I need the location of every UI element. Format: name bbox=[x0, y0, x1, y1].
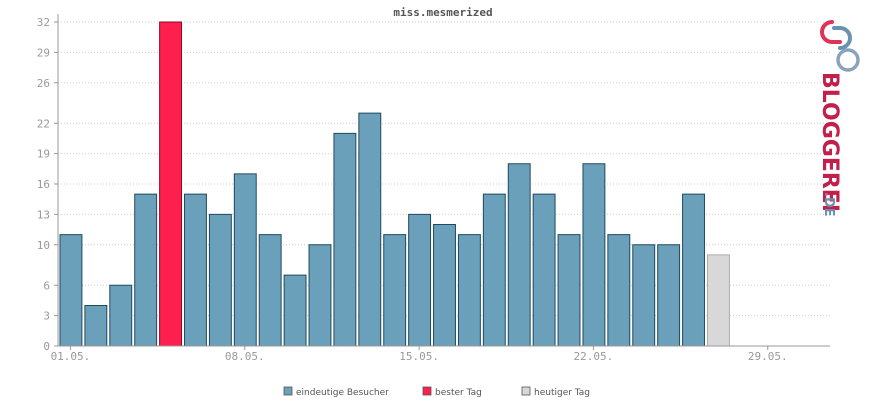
bar bbox=[482, 193, 506, 347]
bar bbox=[84, 305, 108, 347]
y-tick-label: 32 bbox=[37, 16, 50, 29]
logo-icon bbox=[820, 20, 860, 72]
bar bbox=[657, 244, 681, 347]
bar bbox=[457, 234, 481, 347]
legend-item: bester Tag bbox=[422, 386, 482, 398]
bar bbox=[433, 224, 456, 347]
y-tick-labels: 0 3 6 10 13 16 19 22 26 29 32 bbox=[37, 16, 58, 353]
bar bbox=[184, 193, 207, 347]
bar bbox=[258, 234, 282, 347]
bar bbox=[706, 254, 730, 347]
y-tick-label: 16 bbox=[37, 178, 50, 191]
y-tick-label: 6 bbox=[43, 279, 50, 292]
logo-wordmark: BLOGGEREI bbox=[817, 72, 842, 212]
bar bbox=[358, 112, 382, 347]
y-tick-label: 22 bbox=[37, 117, 50, 130]
bar bbox=[134, 193, 158, 347]
chart-title: miss.mesmerized bbox=[393, 6, 492, 19]
y-tick-label: 29 bbox=[37, 46, 50, 59]
legend-label: heutiger Tag bbox=[534, 388, 590, 398]
legend-swatch bbox=[283, 386, 293, 396]
bar bbox=[507, 163, 531, 347]
bar bbox=[408, 213, 432, 347]
x-tick-label: 22.05. bbox=[574, 350, 614, 363]
x-tick-label: 15.05. bbox=[399, 350, 439, 363]
y-tick-label: 13 bbox=[37, 208, 50, 221]
bar bbox=[59, 234, 83, 347]
y-tick-label: 19 bbox=[37, 148, 50, 161]
logo-domain: .DE bbox=[821, 192, 836, 217]
legend-swatch bbox=[422, 386, 432, 396]
bar bbox=[283, 274, 307, 347]
bar bbox=[582, 163, 606, 347]
y-tick-label: 3 bbox=[43, 310, 50, 323]
legend-item: heutiger Tag bbox=[521, 386, 590, 398]
bloggerei-logo: BLOGGEREI .DE bbox=[817, 20, 860, 217]
y-tick-label: 10 bbox=[37, 239, 50, 252]
legend: eindeutige Besucher bester Tag heutiger Ta… bbox=[283, 386, 590, 398]
bar bbox=[208, 213, 232, 347]
bar bbox=[109, 284, 133, 347]
legend-swatch bbox=[521, 386, 531, 396]
x-tick-label: 08.05. bbox=[225, 350, 265, 363]
axes bbox=[54, 14, 830, 347]
x-tick-label: 01.05. bbox=[51, 350, 91, 363]
bar bbox=[557, 234, 581, 347]
x-tick-labels: 01.05. 08.05. 15.05. 22.05. 29.05. bbox=[51, 346, 788, 363]
bar bbox=[383, 234, 407, 347]
y-tick-label: 26 bbox=[37, 77, 50, 90]
x-tick-label: 29.05. bbox=[748, 350, 788, 363]
bar bbox=[233, 173, 257, 347]
bar bbox=[607, 234, 631, 347]
legend-item: eindeutige Besucher bbox=[283, 386, 389, 398]
legend-label: eindeutige Besucher bbox=[296, 388, 389, 398]
bar bbox=[308, 244, 332, 347]
bar bbox=[532, 193, 556, 347]
bar bbox=[632, 244, 656, 347]
legend-label: bester Tag bbox=[435, 388, 482, 398]
bar bbox=[682, 193, 705, 347]
bars bbox=[59, 21, 730, 347]
y-tick-label: 0 bbox=[43, 340, 50, 353]
bar bbox=[333, 132, 357, 347]
bar bbox=[159, 21, 183, 347]
